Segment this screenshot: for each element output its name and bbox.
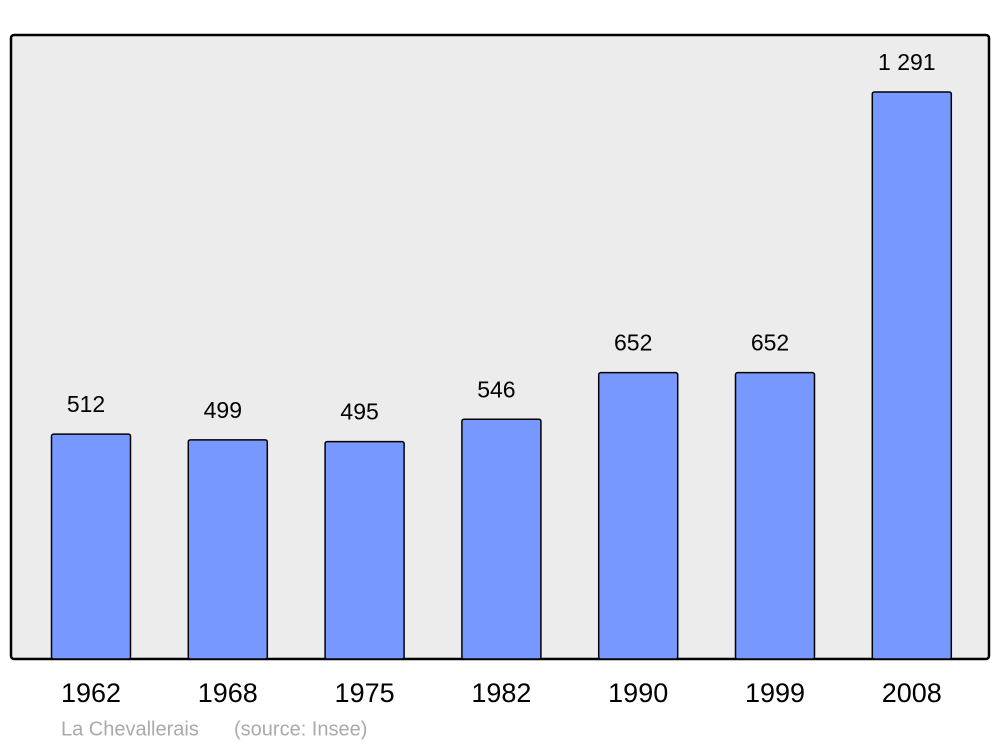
value-label: 652	[614, 330, 652, 356]
bar	[461, 418, 542, 660]
value-label: 512	[67, 391, 105, 417]
x-tick-label: 1962	[61, 678, 121, 708]
bar	[734, 371, 816, 660]
x-tick-label: 1982	[471, 678, 531, 708]
x-tick-label: 1968	[198, 678, 258, 708]
value-label: 546	[477, 376, 515, 402]
value-label: 1 291	[878, 49, 936, 75]
value-label: 652	[751, 330, 789, 356]
bar	[324, 440, 405, 660]
bar	[597, 371, 679, 660]
x-tick-label: 1990	[608, 678, 668, 708]
x-tick-label: 1975	[335, 678, 395, 708]
x-tick-label: 2008	[882, 678, 942, 708]
caption: La Chevallerais	[61, 718, 199, 740]
source: (source: Insee)	[234, 718, 367, 740]
value-label: 495	[340, 399, 378, 425]
bar	[871, 91, 953, 660]
bar	[50, 433, 132, 660]
x-tick-label: 1999	[745, 678, 805, 708]
value-label: 499	[204, 397, 242, 423]
bar	[187, 439, 269, 660]
